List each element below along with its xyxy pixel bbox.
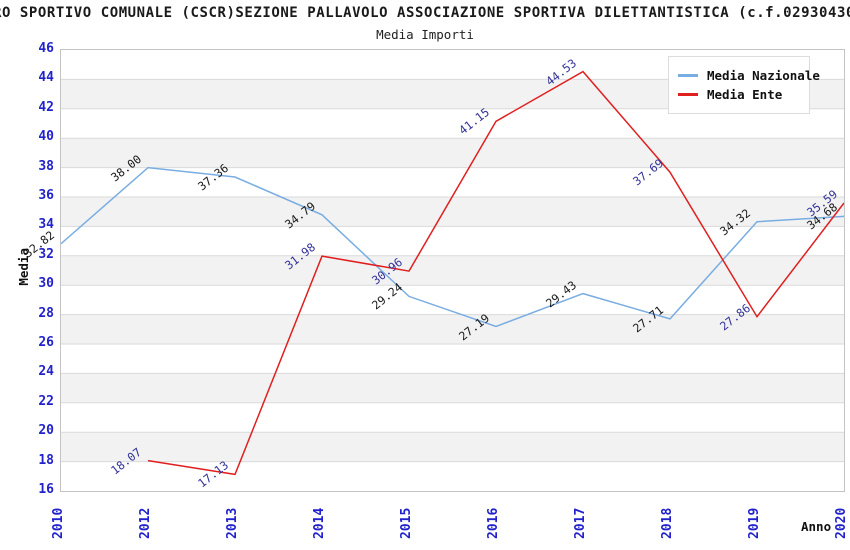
y-tick-label: 40 (38, 129, 54, 145)
plot-band (61, 255, 844, 286)
legend-label: Media Nazionale (707, 68, 820, 83)
plot-band (61, 197, 844, 227)
plot-band (61, 461, 844, 491)
y-tick-label: 18 (38, 452, 54, 468)
plot-band (61, 432, 844, 462)
y-tick-label: 44 (38, 70, 54, 86)
x-tick-label: 2020 (834, 507, 849, 539)
plot-band (61, 314, 844, 344)
x-axis-title: Anno (801, 519, 832, 534)
x-tick-label: 2017 (573, 507, 588, 539)
legend-label: Media Ente (707, 87, 783, 102)
y-tick-label: 22 (38, 393, 54, 409)
y-axis-title: Media (16, 247, 31, 286)
plot-band (61, 373, 844, 403)
y-tick-label: 16 (38, 482, 54, 497)
y-tick-label: 26 (38, 335, 54, 350)
y-tick-label: 34 (38, 217, 54, 233)
y-tick-label: 36 (38, 188, 54, 203)
plot-canvas (61, 50, 844, 491)
chart-title: RO SPORTIVO COMUNALE (CSCR)SEZIONE PALLA… (0, 5, 850, 21)
x-tick-label: 2015 (399, 507, 414, 539)
plot-band (61, 402, 844, 433)
y-tick-label: 38 (38, 158, 54, 174)
x-tick-label: 2012 (138, 507, 153, 539)
y-tick-label: 30 (38, 276, 54, 292)
plot-band (61, 285, 844, 315)
y-tick-label: 24 (38, 364, 54, 380)
legend: Media Nazionale Media Ente (668, 56, 820, 114)
y-tick-label: 46 (38, 41, 54, 56)
chart-subtitle: Media Importi (376, 27, 474, 42)
plot-band (61, 226, 844, 256)
legend-swatch-nazionale (678, 74, 698, 77)
y-tick-label: 28 (38, 305, 54, 321)
y-tick-label: 42 (38, 99, 54, 115)
x-tick-label: 2018 (660, 507, 675, 539)
x-tick-label: 2010 (51, 507, 66, 539)
x-tick-label: 2013 (225, 507, 240, 539)
y-tick-label: 32 (38, 246, 54, 262)
y-tick-label: 20 (38, 423, 54, 439)
plot-band (61, 167, 844, 197)
plot-band (61, 138, 844, 168)
x-tick-label: 2019 (747, 507, 762, 539)
legend-item-media-ente: Media Ente (678, 87, 800, 102)
series-line-1 (147, 70, 844, 476)
x-tick-label: 2014 (312, 507, 327, 539)
legend-swatch-ente (678, 93, 698, 96)
plot-band (61, 344, 844, 374)
plot-area: 32.82 38.00 37.36 34.79 29.24 27.19 29.43 27.71… (21, 49, 845, 492)
x-tick-label: 2016 (486, 507, 501, 539)
series-line-0 (61, 166, 844, 328)
legend-item-media-nazionale: Media Nazionale (678, 68, 820, 83)
